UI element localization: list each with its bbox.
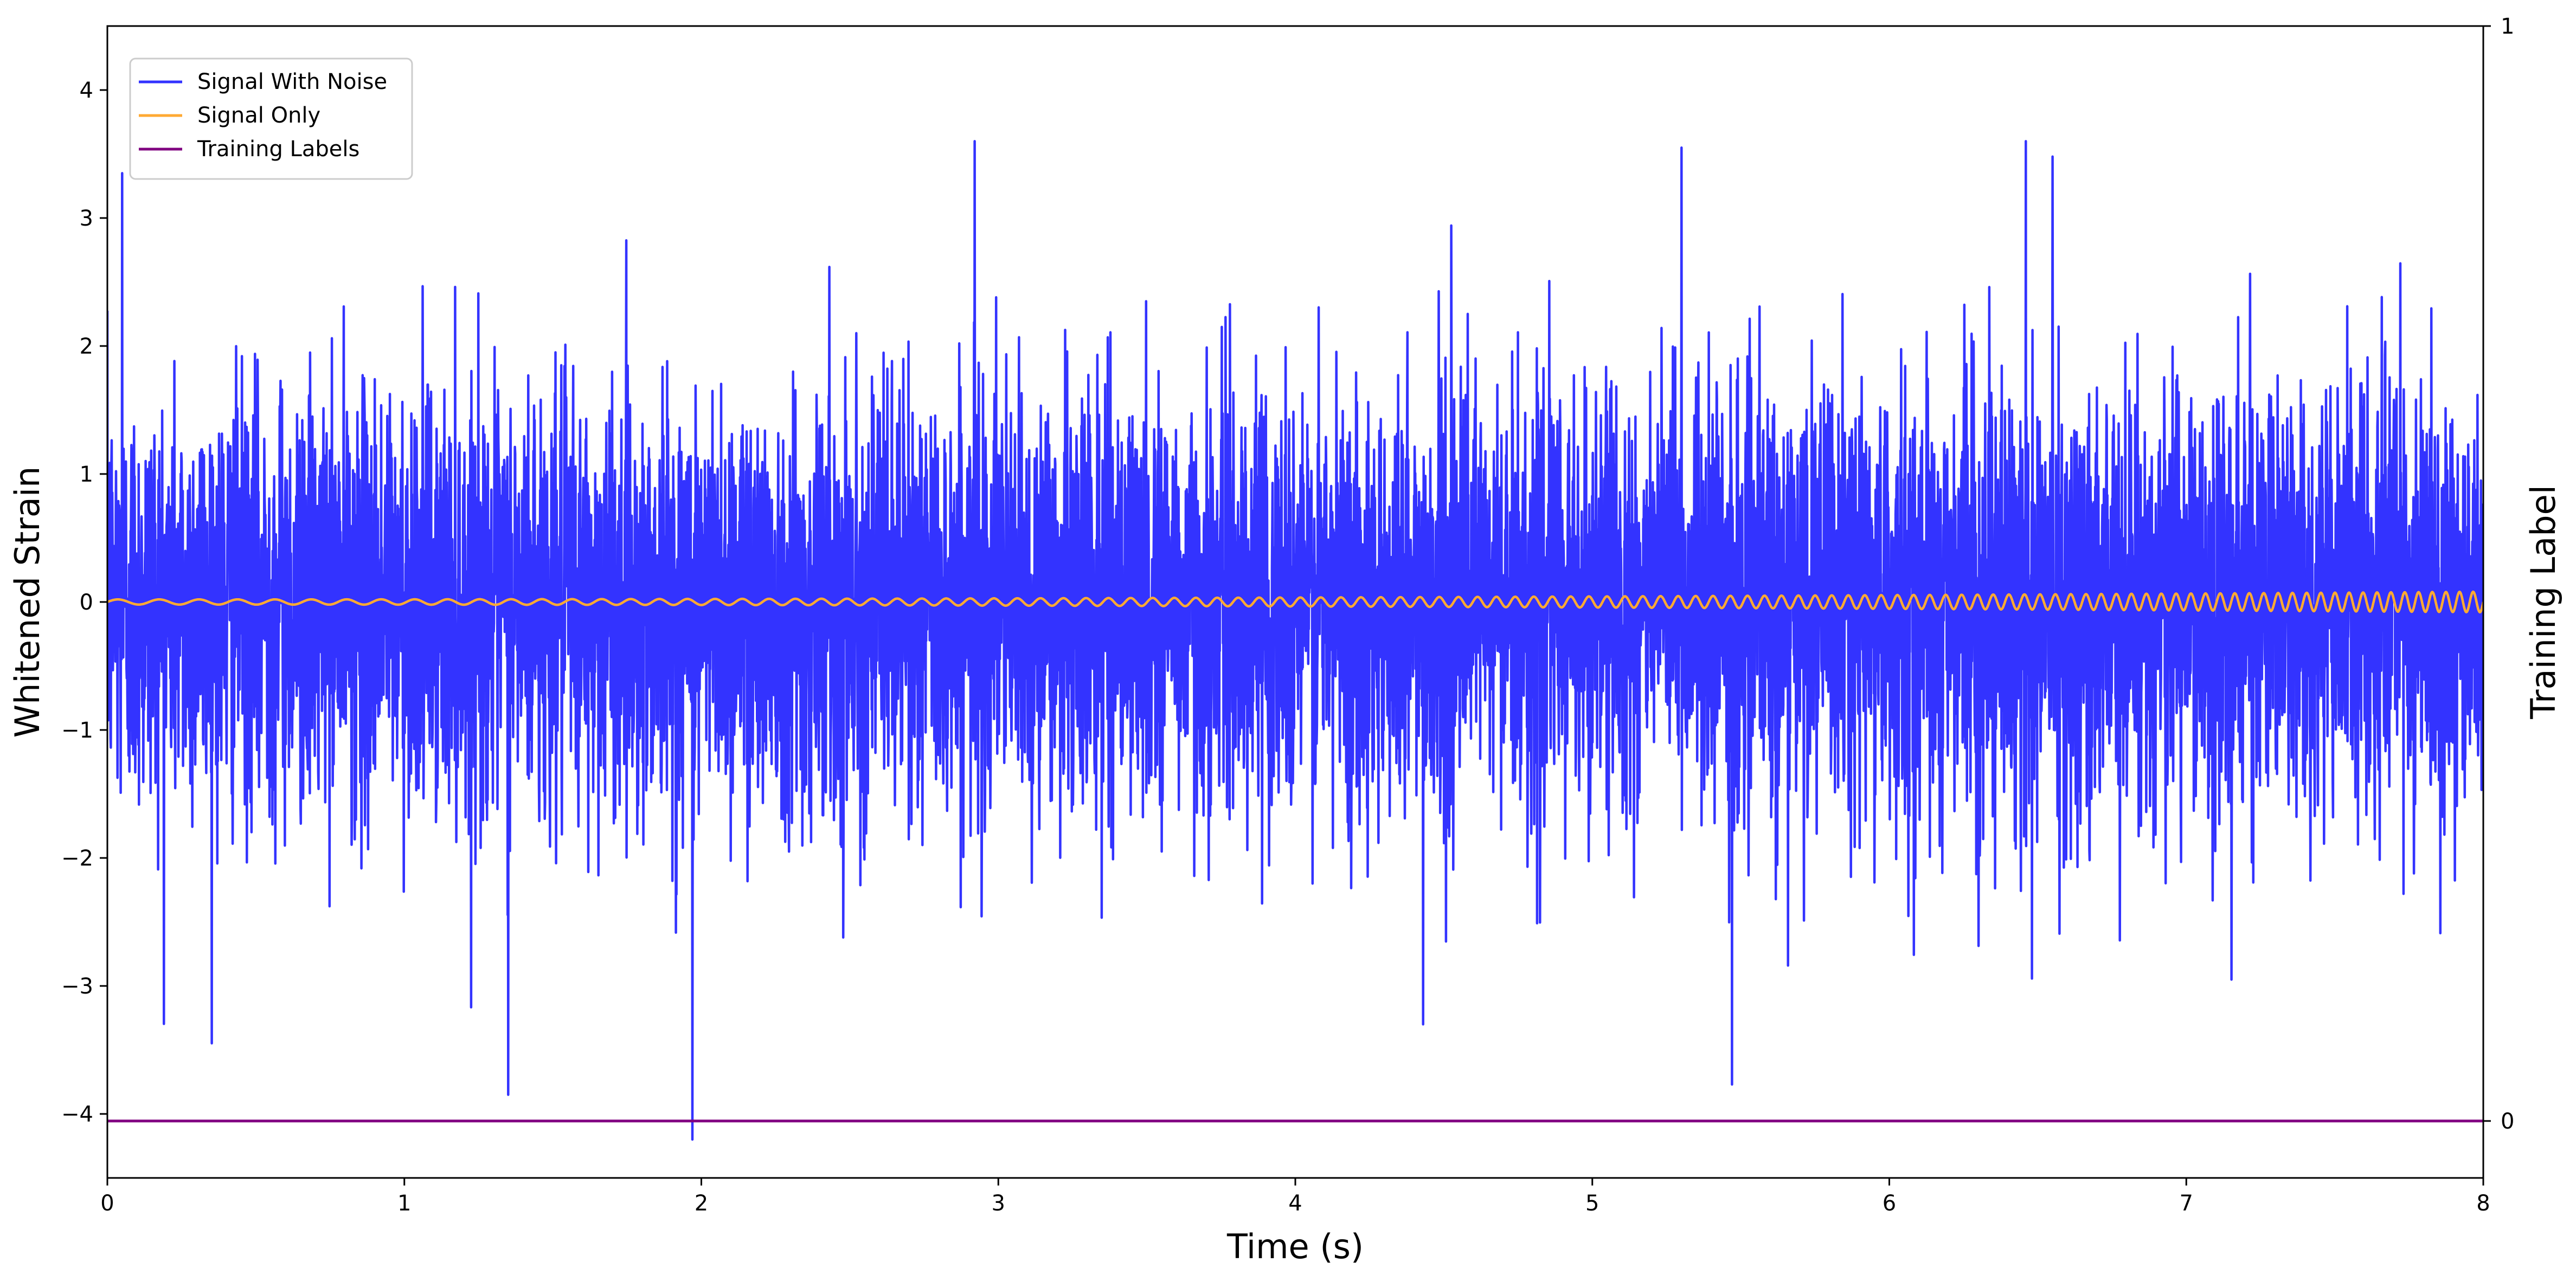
y-tick-label: −2 — [61, 846, 93, 871]
y-tick-label: −4 — [61, 1102, 93, 1127]
y-tick-label: −1 — [61, 718, 93, 743]
legend: Signal With Noise Signal Only Training Lab… — [129, 57, 413, 180]
y-tick-label: 4 — [80, 78, 93, 103]
x-tick-label: 1 — [397, 1191, 411, 1216]
x-tick-label: 4 — [1288, 1191, 1302, 1216]
x-tick-label: 6 — [1883, 1191, 1896, 1216]
y-tick-label: 1 — [80, 462, 93, 487]
series-layer — [107, 140, 2483, 1141]
series-signal-with-noise — [107, 140, 2483, 1141]
y-tick-label: 2 — [80, 334, 93, 359]
x-tick-label: 7 — [2180, 1191, 2193, 1216]
series-signal-only — [107, 590, 2483, 614]
y2-tick-label: 0 — [2501, 1109, 2514, 1134]
x-tick-label: 0 — [100, 1191, 114, 1216]
legend-label: Training Labels — [197, 137, 359, 162]
x-axis-title: Time (s) — [1226, 1227, 1364, 1266]
legend-label: Signal Only — [197, 103, 320, 128]
y-tick-label: 0 — [80, 590, 93, 615]
legend-label: Signal With Noise — [197, 69, 387, 94]
x-tick-label: 2 — [695, 1191, 708, 1216]
x-tick-label: 5 — [1585, 1191, 1599, 1216]
legend-box — [129, 57, 413, 180]
y-tick-label: 3 — [80, 206, 93, 231]
x-tick-label: 8 — [2476, 1191, 2490, 1216]
y-axis-left: −4 −3 −2 −1 0 1 2 3 4 — [61, 78, 107, 1127]
x-tick-label: 3 — [992, 1191, 1005, 1216]
y2-tick-label: 1 — [2501, 14, 2514, 39]
y-axis-right: 01 — [2483, 14, 2514, 1134]
x-axis: 0 1 2 3 4 5 6 7 8 — [100, 1178, 2490, 1216]
y2-axis-title: Training Label — [2523, 485, 2563, 720]
y-tick-label: −3 — [61, 974, 93, 999]
y-axis-title: Whitened Strain — [8, 466, 47, 738]
